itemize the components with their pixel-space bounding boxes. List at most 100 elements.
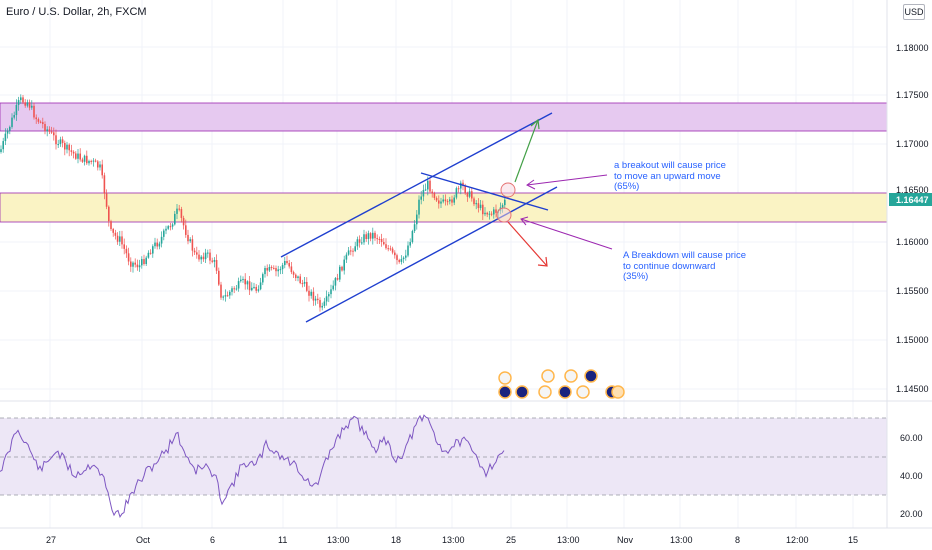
candle-body — [119, 236, 121, 242]
candle-body — [284, 260, 286, 266]
time-tick: 25 — [506, 535, 516, 545]
eu-flag-icon[interactable] — [515, 385, 529, 399]
candle-body — [484, 212, 486, 215]
eu-flag-icon[interactable] — [584, 369, 598, 383]
candle-body — [79, 153, 81, 160]
annotation-line: a breakout will cause price — [614, 160, 726, 171]
candle-body — [495, 209, 497, 213]
candle-body — [233, 288, 235, 290]
candle-body — [134, 262, 136, 265]
event-count-icon[interactable] — [611, 385, 625, 399]
candle-body — [132, 262, 134, 267]
us-flag-icon[interactable] — [498, 371, 512, 385]
candle-body — [391, 248, 394, 253]
time-tick: 6 — [210, 535, 215, 545]
candle-body — [28, 102, 31, 108]
candle-body — [149, 252, 152, 254]
candle-body — [145, 257, 147, 265]
candle-body — [200, 256, 202, 260]
candle-body — [66, 144, 68, 150]
price-tick: 1.15500 — [896, 286, 929, 296]
candle-body — [464, 185, 466, 194]
time-tick: 11 — [278, 535, 287, 545]
time-tick: 13:00 — [557, 535, 580, 545]
candle-body — [26, 102, 29, 106]
candle-body — [389, 248, 392, 250]
candle-body — [460, 182, 462, 189]
candle-body — [242, 278, 244, 280]
candle-body — [105, 193, 108, 207]
time-axis[interactable]: 27 Oct 6 11 13:00 18 13:00 25 13:00 Nov … — [46, 535, 858, 545]
candle-body — [303, 281, 306, 284]
candle-body — [286, 260, 288, 264]
price-tick: 1.15000 — [896, 335, 929, 345]
candle-body — [114, 232, 117, 236]
candlestick-series — [0, 94, 506, 312]
candle-body — [191, 239, 194, 251]
candle-body — [229, 291, 231, 296]
candle-body — [343, 259, 345, 271]
resistance-zone[interactable] — [0, 102, 888, 132]
candle-body — [372, 232, 374, 239]
us-flag-icon[interactable] — [538, 385, 552, 399]
candle-body — [125, 248, 128, 254]
price-axis[interactable]: 1.18000 1.17500 1.17000 1.16500 1.16000 … — [889, 43, 932, 519]
descending-trendline[interactable] — [420, 172, 549, 211]
candle-body — [46, 129, 48, 132]
candle-body — [182, 217, 185, 226]
time-tick: 13:00 — [442, 535, 465, 545]
candle-body — [112, 229, 114, 233]
candle-body — [50, 131, 53, 133]
rsi-line — [0, 414, 505, 518]
candle-body — [297, 276, 299, 279]
candle-body — [295, 274, 297, 279]
candle-body — [224, 295, 227, 297]
annotation-line: to continue downward — [623, 260, 716, 272]
candle-body — [143, 259, 145, 265]
candle-body — [255, 286, 257, 291]
candle-body — [215, 260, 218, 271]
eu-flag-icon[interactable] — [558, 385, 572, 399]
candle-body — [462, 182, 464, 186]
candle-body — [328, 294, 330, 297]
candle-body — [314, 298, 317, 301]
breakdown-annotation[interactable]: A Breakdown will cause price to continue… — [623, 250, 746, 283]
candle-body — [270, 266, 273, 268]
candle-body — [55, 135, 57, 145]
candle-body — [442, 199, 444, 202]
currency-button[interactable]: USD — [903, 4, 925, 20]
breakout-annotation[interactable]: a breakout will cause price to move an u… — [614, 160, 726, 193]
annotation-line: (65%) — [614, 181, 640, 192]
candle-body — [77, 153, 79, 159]
candle-body — [455, 188, 458, 198]
candle-body — [471, 191, 473, 199]
us-flag-icon[interactable] — [564, 369, 578, 383]
candle-body — [44, 124, 46, 132]
candle-body — [53, 132, 55, 136]
candle-body — [288, 263, 290, 267]
candle-body — [17, 100, 20, 105]
candle-body — [68, 144, 70, 151]
time-tick: 27 — [46, 535, 56, 545]
ascending-channel[interactable] — [280, 112, 558, 323]
candle-body — [20, 97, 22, 101]
us-flag-icon[interactable] — [576, 385, 590, 399]
candle-body — [330, 289, 332, 295]
candle-body — [99, 164, 101, 168]
candle-body — [198, 254, 200, 260]
candle-body — [466, 193, 469, 197]
candle-body — [235, 288, 238, 290]
economic-events[interactable] — [498, 369, 625, 399]
candle-body — [246, 281, 249, 285]
us-flag-icon[interactable] — [541, 369, 555, 383]
candle-body — [312, 291, 315, 301]
candle-body — [319, 300, 321, 308]
candle-body — [196, 252, 198, 255]
candle-body — [336, 278, 339, 280]
candle-body — [248, 281, 251, 291]
eu-flag-icon[interactable] — [498, 385, 512, 399]
candle-body — [178, 208, 180, 210]
candle-body — [292, 272, 295, 275]
candle-body — [268, 266, 271, 271]
